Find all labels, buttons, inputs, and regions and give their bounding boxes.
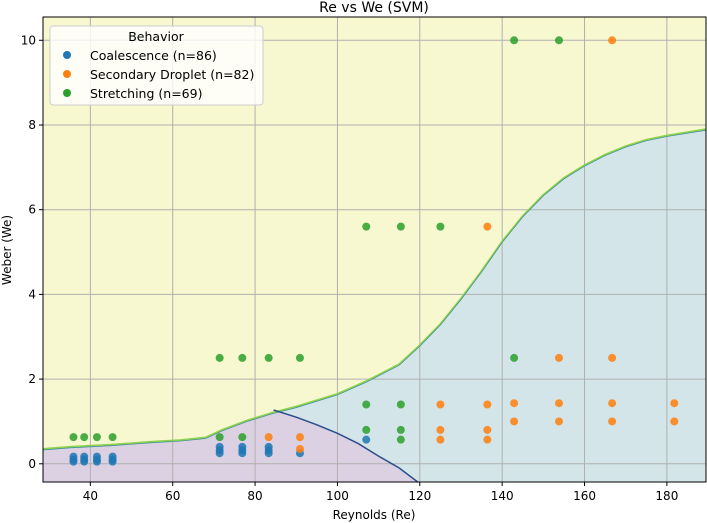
x-tick-label: 80	[247, 489, 262, 503]
point-stretching	[238, 433, 247, 442]
point-coalescence	[362, 435, 371, 444]
point-coalescence	[238, 442, 247, 451]
point-stretching	[108, 433, 117, 442]
point-stretching	[396, 222, 405, 231]
x-tick-label: 40	[83, 489, 98, 503]
point-secondary-droplet	[670, 417, 679, 426]
point-secondary-droplet	[670, 399, 679, 408]
point-secondary-droplet	[436, 400, 445, 409]
y-tick-label: 2	[28, 372, 36, 386]
region-secondary-droplet	[43, 129, 706, 482]
y-tick-label: 0	[28, 457, 36, 471]
point-stretching	[362, 222, 371, 231]
point-secondary-droplet	[608, 417, 617, 426]
point-stretching	[264, 353, 273, 362]
point-stretching	[510, 36, 519, 45]
chart-title: Re vs We (SVM)	[319, 0, 429, 16]
x-tick-label: 160	[573, 489, 596, 503]
point-stretching	[362, 425, 371, 434]
legend-title: Behavior	[128, 29, 184, 44]
x-axis-title: Reynolds (Re)	[333, 508, 416, 522]
point-secondary-droplet	[554, 399, 563, 408]
point-stretching	[295, 353, 304, 362]
point-secondary-droplet	[608, 399, 617, 408]
point-coalescence	[215, 442, 224, 451]
point-stretching	[69, 433, 78, 442]
point-stretching	[215, 353, 224, 362]
point-stretching	[436, 222, 445, 231]
point-secondary-droplet	[483, 222, 492, 231]
legend-label: Coalescence (n=86)	[90, 48, 217, 63]
x-tick-label: 100	[326, 489, 349, 503]
point-stretching	[92, 433, 101, 442]
point-secondary-droplet	[510, 399, 519, 408]
point-stretching	[396, 425, 405, 434]
point-stretching	[510, 353, 519, 362]
y-axis-title: Weber (We)	[0, 215, 14, 285]
x-tick-label: 120	[408, 489, 431, 503]
point-secondary-droplet	[264, 433, 273, 442]
point-secondary-droplet	[436, 425, 445, 434]
x-tick-label: 180	[655, 489, 678, 503]
decision-boundaries	[42, 128, 707, 483]
point-coalescence	[80, 452, 89, 461]
point-secondary-droplet	[554, 353, 563, 362]
x-tick-label: 60	[165, 489, 180, 503]
data-points	[69, 36, 679, 466]
point-secondary-droplet	[608, 36, 617, 45]
point-stretching	[554, 36, 563, 45]
point-coalescence	[264, 442, 273, 451]
point-secondary-droplet	[483, 435, 492, 444]
point-secondary-droplet	[483, 425, 492, 434]
y-tick-label: 10	[21, 33, 36, 47]
legend-label: Secondary Droplet (n=82)	[90, 67, 254, 82]
point-secondary-droplet	[483, 400, 492, 409]
point-secondary-droplet	[295, 444, 304, 453]
boundary-upper-edge	[42, 129, 707, 451]
point-coalescence	[92, 452, 101, 461]
plot-frame	[42, 16, 707, 483]
y-tick-label: 4	[28, 287, 36, 301]
point-stretching	[362, 400, 371, 409]
y-axis-ticks: 0 2 4 6 8 10	[21, 33, 43, 471]
x-tick-label: 140	[491, 489, 514, 503]
point-secondary-droplet	[510, 417, 519, 426]
boundary-upper	[42, 128, 707, 450]
legend-marker	[63, 89, 71, 97]
point-stretching	[396, 435, 405, 444]
legend-marker	[63, 51, 71, 59]
point-stretching	[80, 433, 89, 442]
x-axis-ticks: 40 60 80 100 120 140 160 180	[83, 482, 678, 503]
legend-marker	[63, 70, 71, 78]
point-secondary-droplet	[295, 433, 304, 442]
point-secondary-droplet	[608, 353, 617, 362]
point-coalescence	[69, 452, 78, 461]
legend-label: Stretching (n=69)	[90, 86, 202, 101]
point-secondary-droplet	[554, 417, 563, 426]
legend: Behavior Coalescence (n=86) Secondary Dro…	[49, 25, 264, 106]
legend-box	[49, 25, 264, 106]
point-stretching	[238, 353, 247, 362]
point-stretching	[396, 400, 405, 409]
point-secondary-droplet	[436, 435, 445, 444]
y-tick-label: 8	[28, 118, 36, 132]
point-coalescence	[108, 452, 117, 461]
point-stretching	[215, 433, 224, 442]
boundary-lower	[273, 409, 419, 483]
y-tick-label: 6	[28, 203, 36, 217]
